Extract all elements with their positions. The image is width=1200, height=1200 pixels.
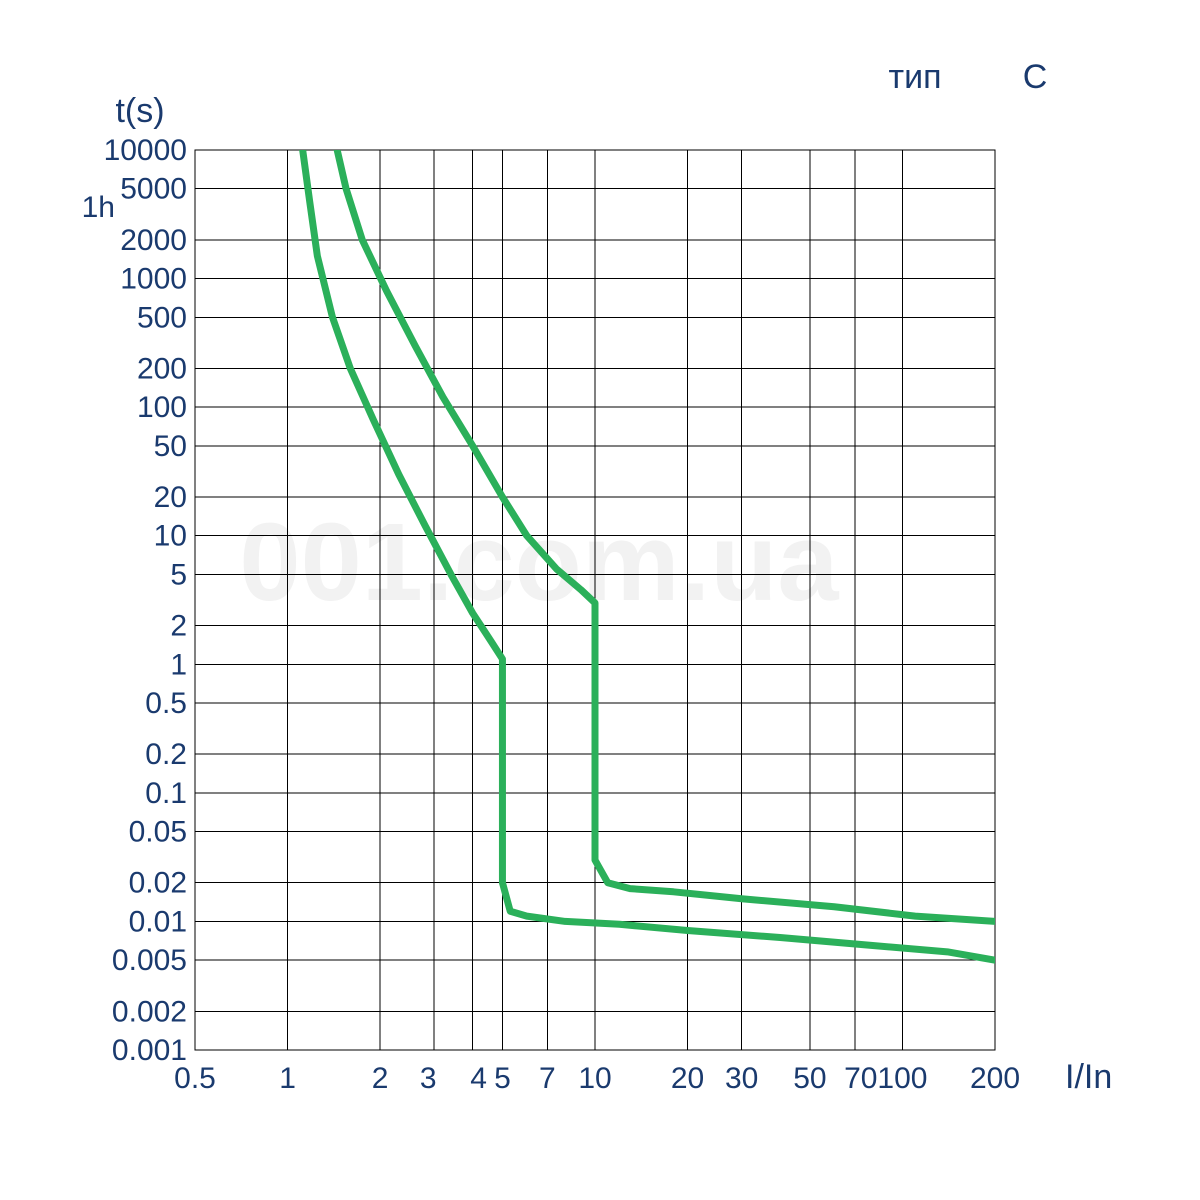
x-tick-label: 20: [671, 1062, 704, 1095]
x-tick-label: 7: [539, 1062, 556, 1095]
y-tick-label: 20: [154, 481, 187, 514]
y-tick-label: 2000: [120, 224, 187, 257]
x-tick-label: 50: [793, 1062, 826, 1095]
y-tick-label: 0.002: [112, 995, 187, 1028]
y-tick-label: 2: [170, 610, 187, 643]
y-tick-label: 0.005: [112, 944, 187, 977]
x-tick-label: 200: [970, 1062, 1020, 1095]
y-tick-label: 0.01: [129, 905, 187, 938]
y-tick-label: 0.2: [145, 738, 187, 771]
watermark: 001.com.ua: [239, 501, 839, 624]
y-tick-label: 0.02: [129, 867, 187, 900]
x-tick-label: 4: [470, 1062, 487, 1095]
y-tick-label: 500: [137, 301, 187, 334]
y-axis-label: t(s): [115, 92, 164, 130]
chart-title-word: тип: [889, 58, 942, 96]
y-tick-label: 1h: [82, 191, 115, 224]
y-tick-label: 5: [170, 558, 187, 591]
y-tick-label: 10: [154, 520, 187, 553]
y-tick-label: 200: [137, 352, 187, 385]
x-tick-label: 1: [279, 1062, 296, 1095]
x-tick-label: 0.5: [174, 1062, 216, 1095]
x-axis-label: I/In: [1065, 1058, 1112, 1096]
x-tick-label: 10: [578, 1062, 611, 1095]
y-tick-label: 50: [154, 430, 187, 463]
x-tick-label: 30: [725, 1062, 758, 1095]
x-tick-label: 5: [494, 1062, 511, 1095]
x-tick-label: 2: [372, 1062, 389, 1095]
y-tick-label: 10000: [104, 134, 187, 167]
x-tick-label: 70: [844, 1062, 877, 1095]
x-tick-label: 100: [877, 1062, 927, 1095]
chart-title-letter: С: [1023, 58, 1048, 96]
y-tick-label: 1000: [120, 263, 187, 296]
y-tick-label: 5000: [120, 173, 187, 206]
y-tick-label: 100: [137, 391, 187, 424]
x-tick-label: 3: [420, 1062, 437, 1095]
y-tick-label: 0.1: [145, 777, 187, 810]
y-tick-label: 0.5: [145, 687, 187, 720]
trip-curve-chart: 001.com.ua1000050001h2000100050020010050…: [0, 0, 1200, 1200]
y-tick-label: 0.05: [129, 816, 187, 849]
y-tick-label: 1: [170, 648, 187, 681]
